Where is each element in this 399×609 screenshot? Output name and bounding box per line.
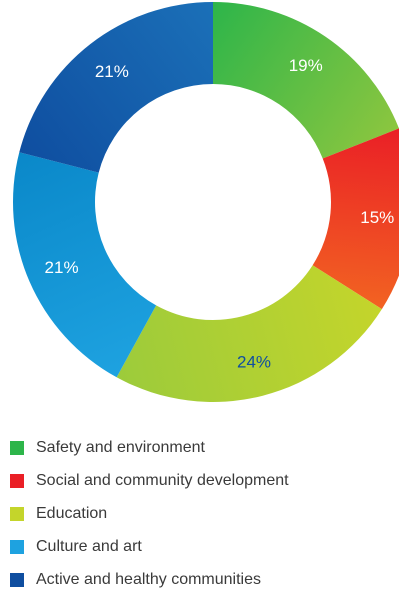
legend-item: Education [10, 504, 289, 524]
slice-label: 21% [95, 62, 129, 81]
chart-legend: Safety and environment Social and communi… [10, 438, 289, 603]
slice-label: 21% [45, 258, 79, 277]
legend-item: Active and healthy communities [10, 570, 289, 590]
legend-label: Social and community development [36, 472, 289, 489]
slice-label: 24% [237, 352, 271, 371]
legend-label: Safety and environment [36, 439, 205, 456]
legend-item: Social and community development [10, 471, 289, 491]
legend-swatch [10, 573, 24, 587]
legend-item: Safety and environment [10, 438, 289, 458]
slice-education [116, 265, 382, 402]
donut-chart: 19% 15% 24% 21% 21% [13, 2, 399, 402]
legend-swatch [10, 507, 24, 521]
legend-label: Active and healthy communities [36, 571, 261, 588]
slice-label: 15% [360, 208, 394, 227]
legend-swatch [10, 474, 24, 488]
slice-social-and-community-development [312, 128, 399, 310]
slice-safety-and-environment [213, 2, 399, 159]
slice-label: 19% [289, 56, 323, 75]
legend-label: Education [36, 505, 108, 522]
legend-swatch [10, 540, 24, 554]
slice-labels-group: 19% 15% 24% 21% 21% [45, 56, 395, 371]
slice-culture-and-art [13, 152, 157, 378]
slice-active-and-healthy-communities [19, 2, 213, 173]
legend-label: Culture and art [36, 538, 142, 555]
legend-item: Culture and art [10, 537, 289, 557]
legend-swatch [10, 441, 24, 455]
slices-group [13, 2, 399, 402]
